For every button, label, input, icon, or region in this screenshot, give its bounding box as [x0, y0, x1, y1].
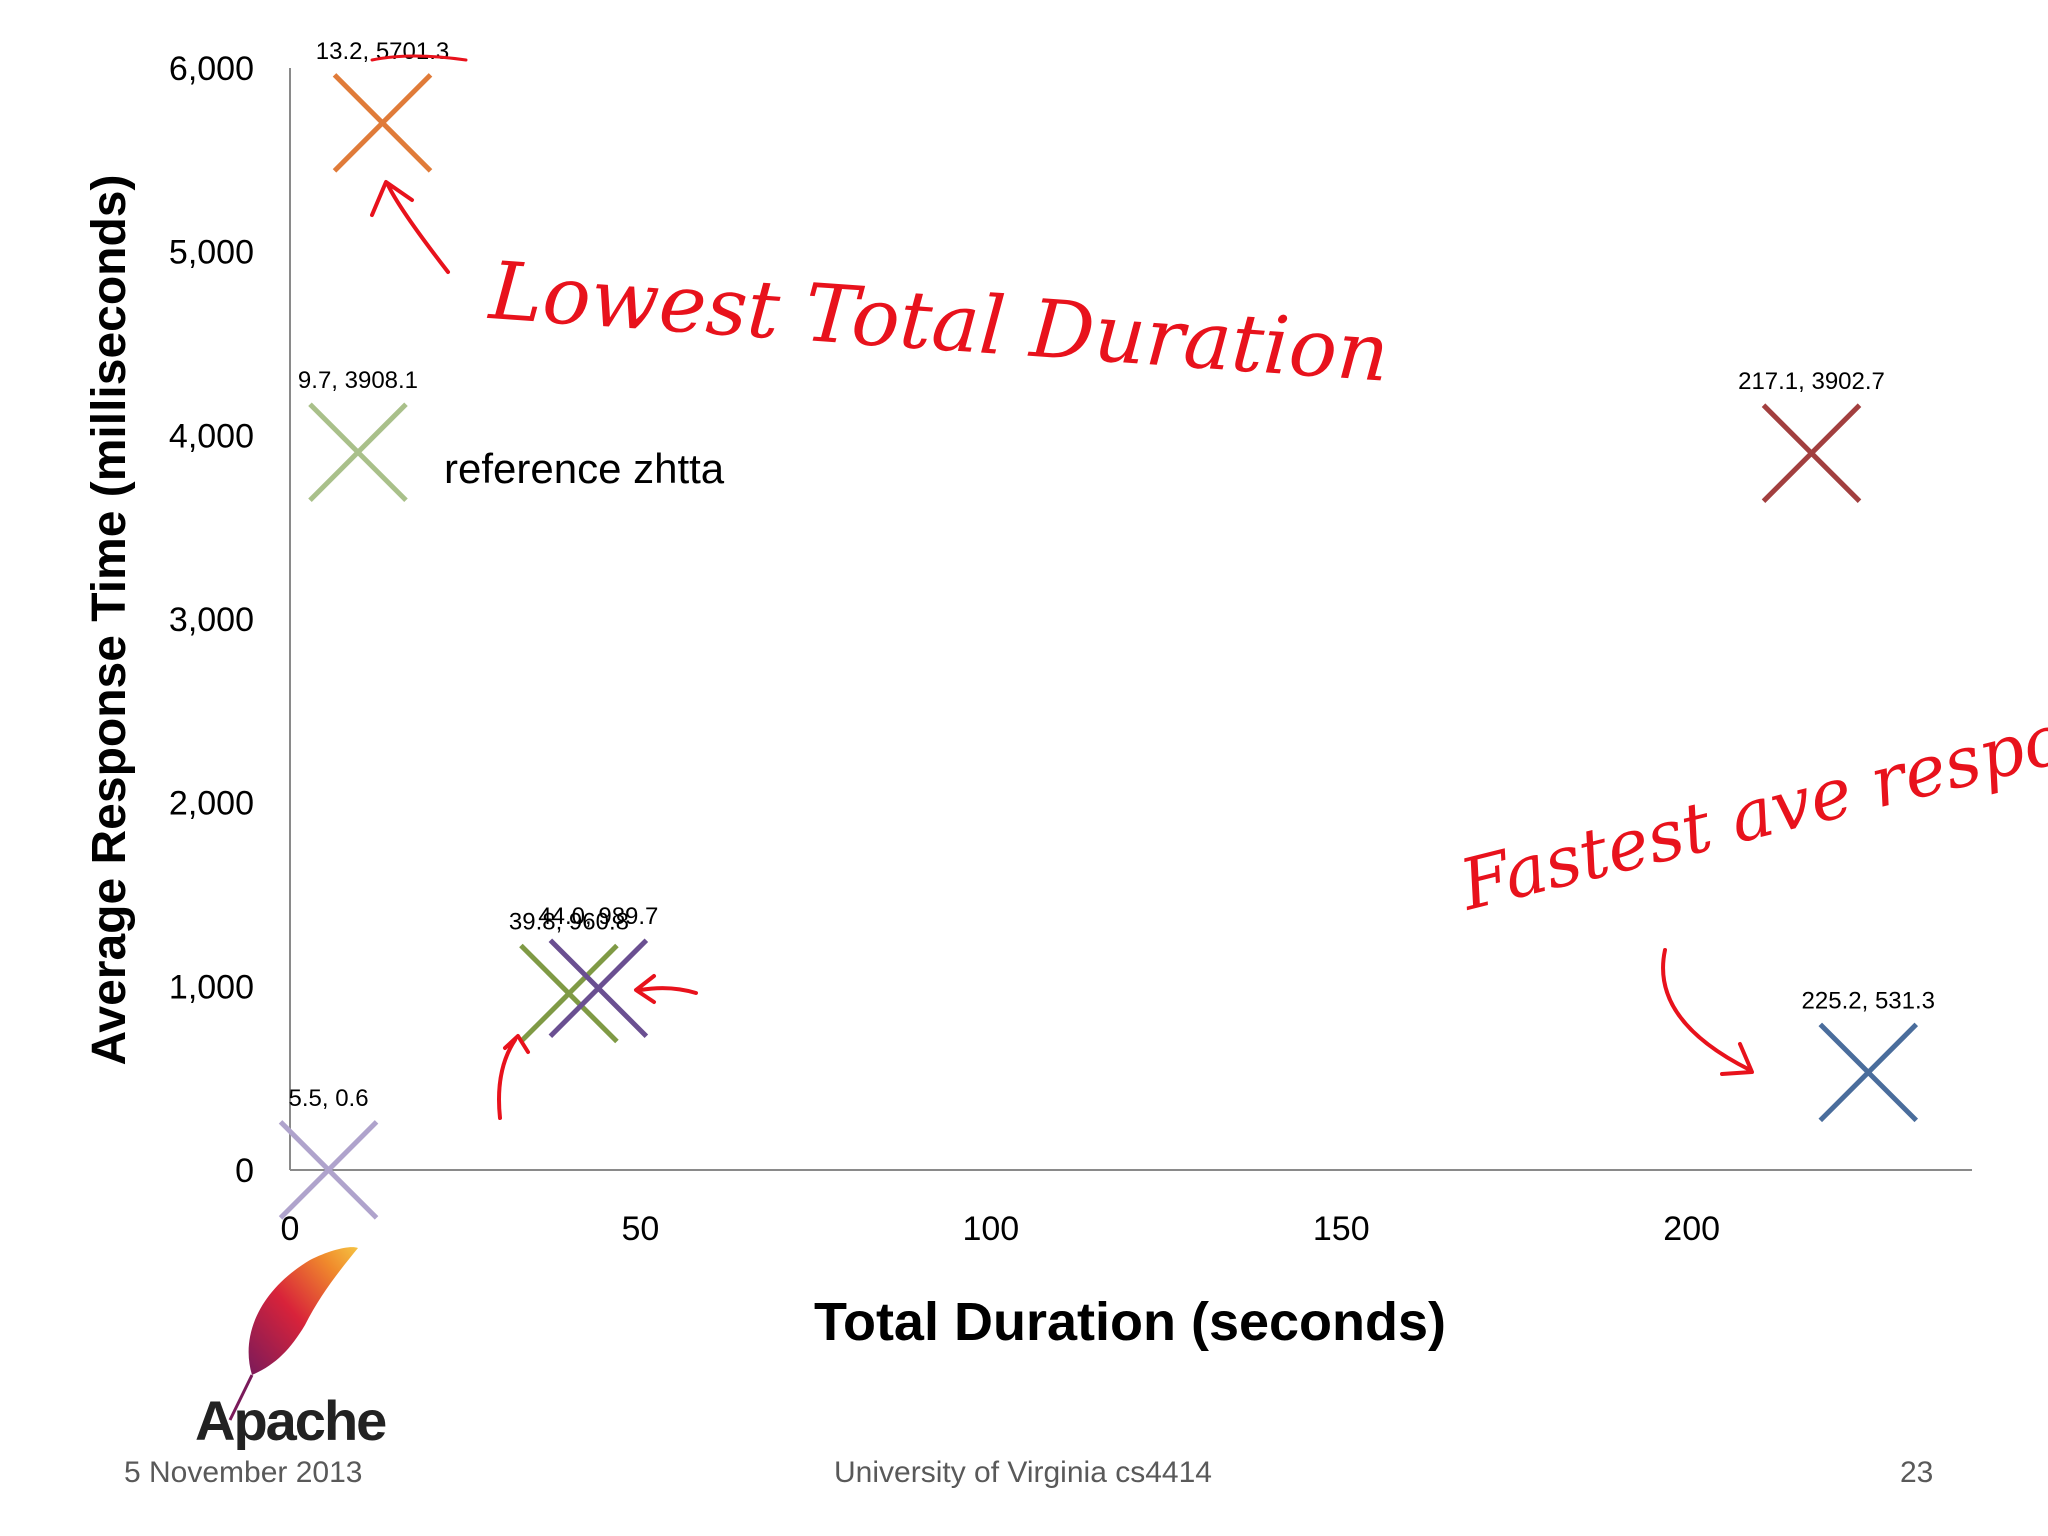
ink-arrow-small-1 [497, 1034, 530, 1120]
data-point-stroke-b [308, 402, 408, 502]
ink-arrow-down [1661, 948, 1754, 1076]
data-point-label: 44.0, 989.7 [538, 903, 658, 930]
data-point-marker [548, 938, 649, 1038]
feather-quill [228, 1374, 254, 1421]
data-point-label: 13.2, 5701.3 [316, 38, 449, 65]
apache-logo: Apache [195, 1247, 388, 1450]
data-point-marker [278, 1120, 379, 1220]
data-point-stroke-b [278, 1120, 379, 1220]
x-tick-label: 0 [281, 1210, 300, 1248]
chart-data-labels: 13.2, 5701.3 9.7, 3908.1 217.1, 3902.7 39.8… [289, 38, 1935, 1112]
footer-page-number: 23 [1900, 1456, 1934, 1489]
ink-text-lowest-total-duration: Lowest Total Duration [485, 244, 1392, 400]
data-point-marker [308, 402, 408, 502]
y-tick-label: 0 [235, 1152, 254, 1190]
data-point-stroke-b [519, 943, 619, 1044]
data-point-stroke-b [332, 73, 433, 173]
y-tick-label: 6,000 [169, 50, 254, 88]
ink-underline [370, 54, 468, 62]
series-label-reference-zhtta: reference zhtta [444, 445, 725, 492]
ink-text-fastest-ave-response: Fastest ave response [1450, 667, 2048, 927]
x-axis-label: Total Duration (seconds) [814, 1292, 1446, 1352]
footer-date: 5 November 2013 [124, 1456, 363, 1489]
data-point-marker [332, 73, 433, 173]
chart-ticks: 0 50 100 150 200 0 1,000 2,000 3,000 4,000 5,000 6,… [169, 50, 1720, 1248]
data-point-label: 5.5, 0.6 [289, 1085, 369, 1112]
y-tick-label: 4,000 [169, 417, 254, 455]
x-tick-label: 100 [962, 1210, 1019, 1248]
data-point-stroke-b [1818, 1022, 1919, 1123]
y-tick-label: 1,000 [169, 968, 254, 1006]
y-axis-label: Average Response Time (milliseconds) [83, 175, 136, 1066]
y-tick-label: 3,000 [169, 601, 254, 639]
data-point-stroke-b [1761, 403, 1862, 503]
data-point-label: 225.2, 531.3 [1802, 987, 1935, 1014]
ink-arrow-small-2 [634, 974, 698, 1004]
x-tick-label: 200 [1663, 1210, 1720, 1248]
chart-marks [278, 73, 1919, 1220]
x-tick-label: 150 [1313, 1210, 1370, 1248]
data-point-label: 9.7, 3908.1 [298, 367, 418, 394]
ink-arrow-up [370, 180, 450, 274]
data-point-marker [1761, 403, 1862, 503]
data-point-marker [519, 943, 619, 1044]
data-point-stroke-b [548, 938, 649, 1038]
feather-icon [248, 1247, 358, 1375]
y-tick-label: 2,000 [169, 785, 254, 823]
y-tick-label: 5,000 [169, 234, 254, 272]
apache-wordmark: Apache [195, 1389, 386, 1450]
footer-course: University of Virginia cs4414 [834, 1456, 1212, 1489]
x-tick-label: 50 [622, 1210, 660, 1248]
handwritten-annotations: Lowest Total Duration Fastest ave respon… [370, 54, 2048, 1120]
chart-axes [289, 68, 1972, 1171]
data-point-marker [1818, 1022, 1919, 1123]
data-point-label: 39.8, 960.8 [509, 909, 629, 936]
data-point-label: 217.1, 3902.7 [1738, 368, 1885, 395]
